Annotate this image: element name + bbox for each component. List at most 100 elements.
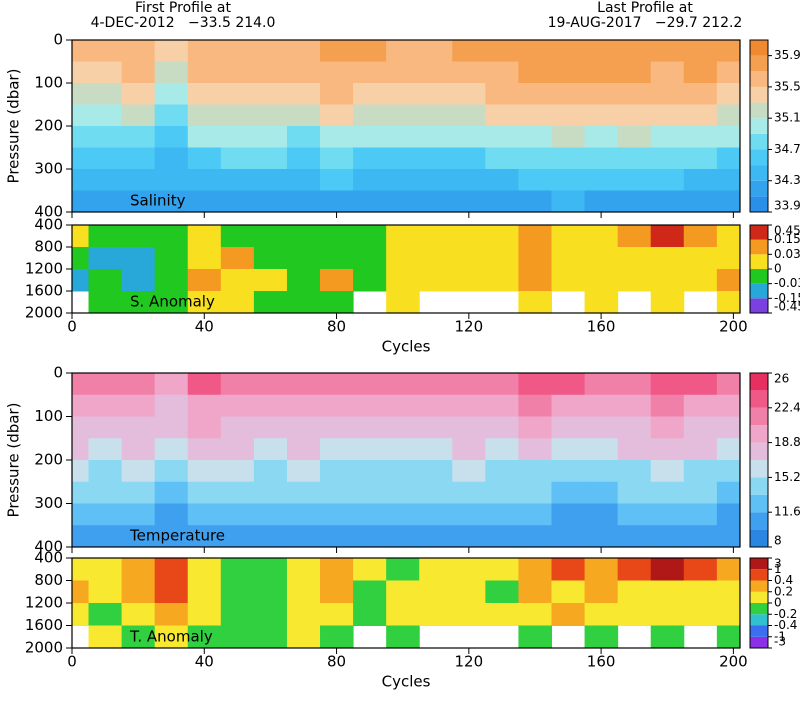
colorbar-swatch xyxy=(750,102,768,119)
x-tick-label: 200 xyxy=(719,653,748,671)
cell xyxy=(187,126,222,148)
colorbar-tick-label: 0.2 xyxy=(774,584,793,598)
cell xyxy=(650,394,685,417)
y-tick-label: 300 xyxy=(34,494,63,512)
cell xyxy=(253,525,288,547)
cell xyxy=(650,83,685,105)
cell xyxy=(551,558,586,581)
cell xyxy=(551,460,586,483)
cell xyxy=(154,416,189,439)
colorbar-swatch xyxy=(750,180,768,197)
cell xyxy=(617,104,652,127)
colorbar-tick-label: 34.3 xyxy=(774,173,800,187)
cell xyxy=(518,269,553,292)
cell xyxy=(386,83,420,105)
cell xyxy=(650,481,685,504)
cell xyxy=(320,503,354,526)
colorbar-tick-label: -3 xyxy=(774,635,786,649)
colorbar-swatch xyxy=(750,614,768,626)
cell xyxy=(716,247,740,270)
cell xyxy=(253,225,288,248)
cell xyxy=(485,169,519,191)
cell xyxy=(650,525,685,547)
colorbar-tick-label: 18.8 xyxy=(774,435,800,449)
cell xyxy=(551,603,586,626)
y-tick-label: 100 xyxy=(34,407,63,425)
cell xyxy=(220,438,255,461)
cell xyxy=(551,438,586,461)
cell xyxy=(72,147,90,170)
colorbar-swatch xyxy=(750,603,768,615)
cell xyxy=(121,40,156,62)
cell xyxy=(187,525,222,547)
cell xyxy=(187,40,222,62)
y-tick-label: 400 xyxy=(34,216,63,234)
cell xyxy=(253,625,288,648)
cell xyxy=(187,61,222,84)
cell xyxy=(386,394,420,417)
panel-label: T. Anomaly xyxy=(129,628,213,646)
colorbar-swatch xyxy=(750,225,768,240)
cell xyxy=(584,169,619,191)
cell xyxy=(716,269,740,292)
cell xyxy=(187,460,222,483)
cell xyxy=(253,83,288,105)
cell xyxy=(584,525,619,547)
cell xyxy=(286,104,321,127)
cell xyxy=(121,269,156,292)
x-tick-label: 80 xyxy=(327,653,346,671)
cell xyxy=(485,481,519,504)
cell xyxy=(584,580,619,604)
cell xyxy=(220,603,255,626)
cell xyxy=(220,83,255,105)
cell xyxy=(617,169,652,191)
colorbar-swatch xyxy=(750,40,768,56)
colorbar-tick-label: 0.45 xyxy=(774,224,800,238)
cell xyxy=(187,169,222,191)
cell xyxy=(154,373,189,396)
cell xyxy=(187,247,222,270)
cell xyxy=(286,269,321,292)
cell xyxy=(286,190,321,212)
cell xyxy=(154,61,189,84)
cell xyxy=(650,269,685,292)
colorbar-swatch xyxy=(750,254,768,269)
heatmap xyxy=(72,40,740,212)
cell xyxy=(551,247,586,270)
cell xyxy=(452,104,486,127)
cell xyxy=(452,438,486,461)
colorbar-swatch xyxy=(750,133,768,150)
colorbar-tick-label: 1 xyxy=(774,562,782,576)
cell xyxy=(419,503,453,526)
cell xyxy=(88,61,123,84)
cell xyxy=(88,269,123,292)
cell xyxy=(518,558,553,581)
cell xyxy=(683,416,718,439)
cell xyxy=(253,603,288,626)
cell xyxy=(584,190,619,212)
cell xyxy=(518,460,553,483)
colorbar-swatch xyxy=(750,118,768,134)
cell xyxy=(220,61,255,84)
cell xyxy=(88,394,123,417)
cell xyxy=(452,503,486,526)
cell xyxy=(518,126,553,148)
cell xyxy=(187,394,222,417)
cell xyxy=(253,580,288,604)
colorbar-swatch xyxy=(750,298,768,313)
cell xyxy=(286,503,321,526)
cell xyxy=(485,247,519,270)
cell xyxy=(220,373,255,396)
cell xyxy=(584,603,619,626)
cell xyxy=(551,373,586,396)
cell xyxy=(584,61,619,84)
cell xyxy=(452,394,486,417)
cell xyxy=(716,580,740,604)
cell xyxy=(650,104,685,127)
cell xyxy=(72,580,90,604)
cell xyxy=(154,269,189,292)
cell xyxy=(353,225,387,248)
cell xyxy=(617,603,652,626)
x-tick-label: 160 xyxy=(587,653,616,671)
cell xyxy=(286,481,321,504)
